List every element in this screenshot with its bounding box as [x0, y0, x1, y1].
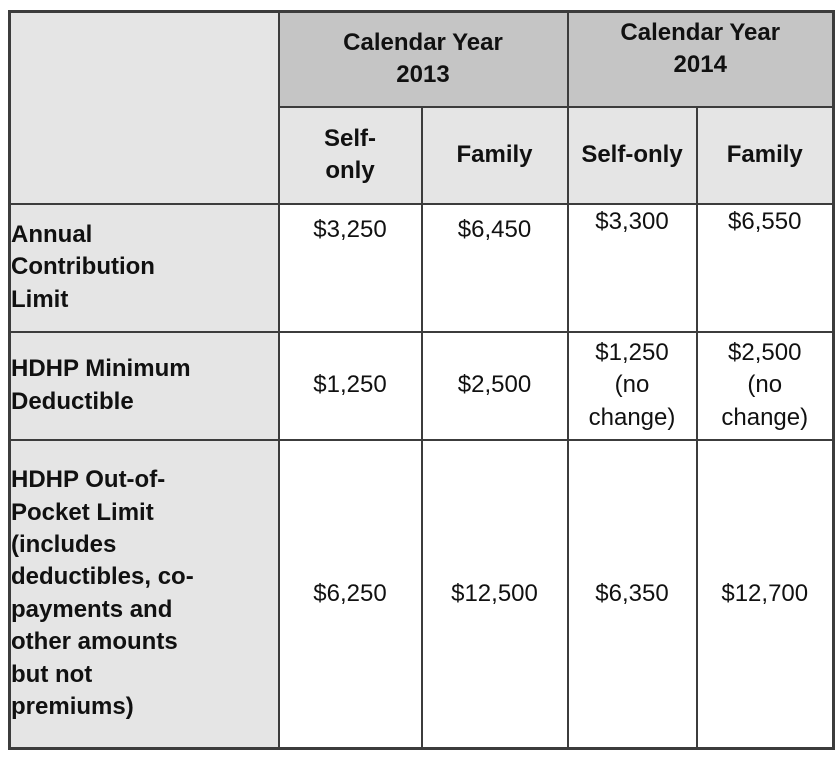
value-oop-2014-self-only: $6,350	[566, 438, 698, 750]
subheader-2013-family: Family	[420, 105, 569, 205]
table-row: HDHP Out-of- Pocket Limit (includes dedu…	[8, 438, 835, 750]
value-oop-2013-family: $12,500	[420, 438, 569, 750]
row-label-annual-contribution-limit: Annual Contribution Limit	[8, 202, 280, 333]
row-label-hdhp-out-of-pocket-limit: HDHP Out-of- Pocket Limit (includes dedu…	[8, 438, 280, 750]
value-annual-2014-self-only: $3,300	[566, 202, 698, 333]
subheader-2014-family: Family	[695, 105, 835, 205]
column-group-calendar-year-2013: Calendar Year 2013	[277, 10, 569, 108]
table-row: Annual Contribution Limit $3,250 $6,450 …	[8, 202, 835, 333]
corner-cell	[8, 10, 280, 205]
subheader-2014-self-only: Self-only	[566, 105, 698, 205]
limits-table: Calendar Year 2013 Calendar Year 2014 Se…	[8, 10, 835, 750]
value-deductible-2014-self-only: $1,250 (no change)	[566, 330, 698, 441]
value-deductible-2013-self-only: $1,250	[277, 330, 423, 441]
value-annual-2014-family: $6,550	[695, 202, 835, 333]
table-row: HDHP Minimum Deductible $1,250 $2,500 $1…	[8, 330, 835, 441]
subheader-2013-self-only: Self- only	[277, 105, 423, 205]
value-annual-2013-self-only: $3,250	[277, 202, 423, 333]
value-deductible-2013-family: $2,500	[420, 330, 569, 441]
column-group-calendar-year-2014: Calendar Year 2014	[566, 10, 835, 108]
row-label-hdhp-minimum-deductible: HDHP Minimum Deductible	[8, 330, 280, 441]
value-oop-2013-self-only: $6,250	[277, 438, 423, 750]
value-deductible-2014-family: $2,500 (no change)	[695, 330, 835, 441]
value-oop-2014-family: $12,700	[695, 438, 835, 750]
value-annual-2013-family: $6,450	[420, 202, 569, 333]
